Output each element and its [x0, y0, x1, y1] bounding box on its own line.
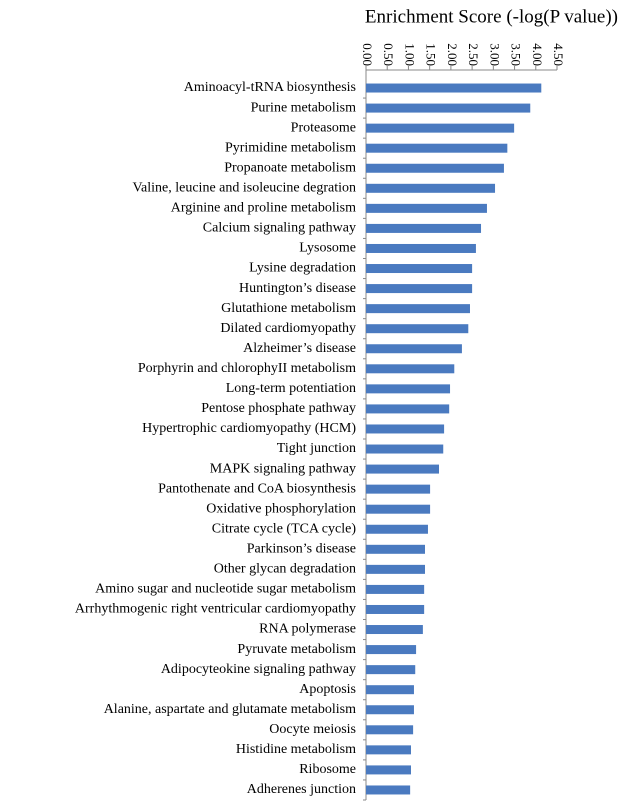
- y-tick-label: Proteasome: [291, 120, 356, 135]
- y-tick-label: Lysosome: [299, 241, 356, 256]
- x-tick-label: 4.00: [530, 43, 545, 66]
- bar: [366, 424, 445, 434]
- x-tick-label: 1.50: [424, 43, 439, 66]
- bar: [366, 665, 416, 675]
- y-tick-label: Arginine and proline metabolism: [171, 201, 356, 216]
- y-tick-label: Calcium signaling pathway: [203, 221, 356, 236]
- y-tick-label: Propanoate metabolism: [224, 160, 356, 175]
- bar: [366, 103, 531, 113]
- y-tick-label: Tight junction: [277, 441, 356, 456]
- x-tick-label: 4.50: [551, 43, 566, 66]
- y-tick-label: Other glycan degradation: [214, 562, 356, 577]
- y-tick-label: Glutathione metabolism: [221, 301, 356, 316]
- bar: [366, 384, 451, 394]
- bar: [366, 785, 411, 795]
- bar: [366, 685, 414, 695]
- x-tick-label: 1.00: [402, 43, 417, 66]
- y-tick-label: Histidine metabolism: [236, 742, 356, 757]
- y-tick-label: Long-term potentiation: [226, 381, 356, 396]
- y-tick-label: Adipocyteokine signaling pathway: [161, 662, 356, 677]
- y-tick-label: Lysine degradation: [249, 261, 356, 276]
- bar: [366, 544, 425, 554]
- y-tick-label: Alzheimer’s disease: [243, 341, 356, 356]
- bar: [366, 344, 462, 354]
- bar: [366, 243, 476, 253]
- y-tick-label: Apoptosis: [299, 682, 356, 697]
- y-tick-label: Hypertrophic cardiomyopathy (HCM): [142, 421, 356, 436]
- chart-title: Enrichment Score (-log(P value)): [365, 6, 618, 27]
- bar: [366, 83, 542, 93]
- y-tick-label: Adherenes junction: [247, 782, 356, 797]
- y-tick-label: Aminoacyl-tRNA biosynthesis: [184, 80, 356, 95]
- y-tick-label: Valine, leucine and isoleucine degration: [132, 181, 356, 196]
- bar: [366, 444, 444, 454]
- x-tick-label: 3.50: [509, 43, 524, 66]
- y-tick-label: Oxidative phosphorylation: [206, 501, 356, 516]
- x-tick-label: 0.50: [381, 43, 396, 66]
- bar: [366, 404, 450, 414]
- y-tick-label: Parkinson’s disease: [247, 542, 356, 557]
- bar: [366, 304, 470, 314]
- y-tick-label: Ribosome: [299, 762, 356, 777]
- y-tick-label: Dilated cardiomyopathy: [220, 321, 356, 336]
- y-tick-label: Porphyrin and chlorophyII metabolism: [138, 361, 356, 376]
- bar: [366, 364, 455, 374]
- y-tick-label: Pyrimidine metabolism: [225, 140, 356, 155]
- x-tick-label: 0.00: [360, 43, 375, 66]
- y-tick-label: Pantothenate and CoA biosynthesis: [158, 481, 356, 496]
- x-tick-label: 3.00: [487, 43, 502, 66]
- bar: [366, 223, 482, 233]
- bar: [366, 725, 414, 735]
- y-tick-label: Huntington’s disease: [239, 281, 356, 296]
- y-tick-label: Purine metabolism: [251, 100, 356, 115]
- bar: [366, 484, 431, 494]
- y-tick-label: MAPK signaling pathway: [210, 461, 356, 476]
- y-tick-label: Amino sugar and nucleotide sugar metabol…: [95, 582, 356, 597]
- x-tick-label: 2.50: [466, 43, 481, 66]
- y-tick-label: Pentose phosphate pathway: [201, 401, 356, 416]
- bar: [366, 123, 515, 133]
- bar: [366, 564, 425, 574]
- bar: [366, 284, 473, 294]
- y-tick-label: RNA polymerase: [259, 622, 356, 637]
- bar: [366, 324, 469, 334]
- bar: [366, 183, 496, 193]
- bar: [366, 264, 473, 274]
- bar: [366, 203, 487, 213]
- bar: [366, 504, 431, 514]
- y-tick-label: Arrhythmogenic right ventricular cardiom…: [75, 602, 356, 617]
- y-tick-label: Pyruvate metabolism: [237, 642, 356, 657]
- bar: [366, 464, 440, 474]
- bar: [366, 705, 414, 715]
- bar: [366, 163, 504, 173]
- bar: [366, 645, 417, 655]
- bar: [366, 745, 411, 755]
- bar: [366, 524, 428, 534]
- y-tick-label: Oocyte meiosis: [269, 722, 356, 737]
- y-tick-label: Alanine, aspartate and glutamate metabol…: [104, 702, 356, 717]
- bar: [366, 584, 425, 594]
- y-tick-label: Citrate cycle (TCA cycle): [212, 521, 357, 536]
- x-tick-label: 2.00: [445, 43, 460, 66]
- bar: [366, 143, 508, 153]
- bar: [366, 765, 411, 775]
- bar: [366, 604, 425, 614]
- bar: [366, 625, 423, 635]
